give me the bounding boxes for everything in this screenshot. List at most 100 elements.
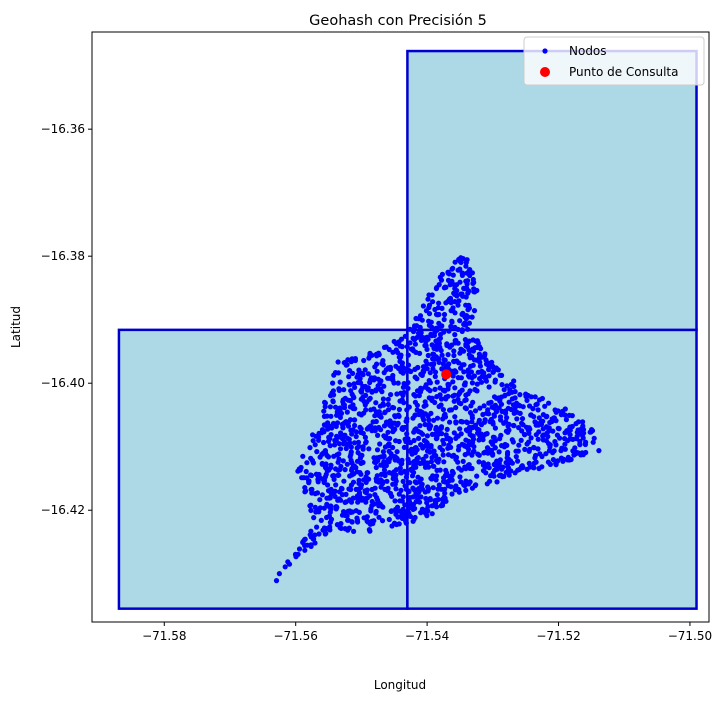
node-point [410, 485, 416, 491]
node-point [486, 373, 492, 379]
node-point [397, 498, 403, 504]
node-point [425, 296, 431, 302]
node-point [330, 388, 336, 394]
node-point [346, 486, 352, 492]
node-point [406, 404, 412, 410]
node-point [321, 525, 327, 531]
node-point [344, 409, 350, 415]
node-point [392, 498, 398, 504]
node-point [446, 328, 452, 334]
node-point [462, 320, 468, 326]
node-point [356, 486, 362, 492]
node-point [562, 446, 568, 452]
node-point [366, 527, 372, 533]
node-point [470, 433, 476, 439]
node-point [412, 399, 418, 405]
node-point [425, 386, 431, 392]
node-point [350, 405, 356, 411]
node-point [432, 306, 438, 313]
node-point [434, 394, 440, 400]
node-point [395, 365, 402, 371]
node-point [384, 458, 391, 464]
node-point [355, 519, 361, 525]
node-point [440, 452, 446, 458]
node-point [484, 431, 490, 437]
node-point [422, 421, 428, 428]
node-point [311, 515, 317, 521]
node-point [449, 318, 455, 324]
node-point [356, 480, 362, 486]
node-point [463, 406, 469, 412]
node-point [448, 323, 454, 330]
node-point [431, 353, 437, 360]
node-point [490, 369, 496, 375]
node-point [581, 430, 587, 436]
node-point [515, 448, 521, 454]
node-point [365, 371, 371, 377]
node-point [379, 503, 385, 509]
node-point [567, 436, 573, 442]
node-point [342, 526, 348, 532]
node-point [534, 401, 540, 407]
node-point [318, 517, 324, 524]
node-point [429, 333, 435, 339]
node-point [416, 393, 422, 399]
node-point [382, 444, 388, 450]
node-point [429, 511, 435, 517]
node-point [434, 492, 440, 498]
node-point [441, 441, 447, 447]
node-point [378, 427, 384, 433]
node-point [385, 396, 391, 402]
node-point [526, 439, 532, 445]
node-point [445, 270, 451, 276]
node-point [445, 277, 452, 283]
node-point [457, 474, 463, 480]
node-point [343, 491, 349, 497]
node-point [524, 397, 530, 403]
node-point [437, 274, 443, 280]
node-point [526, 430, 532, 436]
node-point [350, 479, 357, 485]
node-point [451, 430, 457, 436]
node-point [447, 407, 453, 413]
y-tick-label: −16.40 [41, 376, 85, 390]
node-point [296, 546, 303, 552]
node-point [472, 386, 478, 393]
query-point-series [441, 369, 452, 380]
node-point [302, 489, 308, 495]
node-point [491, 394, 498, 400]
node-point [493, 467, 499, 473]
node-point [363, 440, 369, 446]
node-point [402, 502, 408, 508]
node-point [392, 420, 398, 426]
node-point [477, 363, 483, 369]
node-point [374, 361, 380, 367]
legend-nodos-label: Nodos [569, 44, 607, 58]
node-point [450, 272, 456, 278]
node-point [446, 442, 452, 448]
node-point [554, 432, 561, 438]
node-point [401, 381, 407, 387]
node-point [491, 413, 497, 419]
node-point [412, 445, 418, 451]
node-point [357, 452, 364, 458]
node-point [438, 347, 444, 354]
node-point [382, 410, 388, 416]
node-point [467, 369, 473, 375]
node-point [307, 445, 313, 451]
node-point [537, 451, 543, 457]
node-point [463, 397, 469, 403]
node-point [428, 361, 434, 367]
node-point [440, 407, 446, 413]
node-point [474, 473, 480, 479]
node-point [394, 449, 400, 455]
node-point [426, 318, 432, 324]
node-point [357, 424, 363, 430]
node-point [400, 494, 406, 500]
node-point [326, 467, 332, 473]
node-point [293, 554, 299, 560]
node-point [367, 379, 373, 386]
node-point [312, 540, 318, 546]
node-point [517, 392, 523, 398]
node-point [471, 444, 477, 450]
